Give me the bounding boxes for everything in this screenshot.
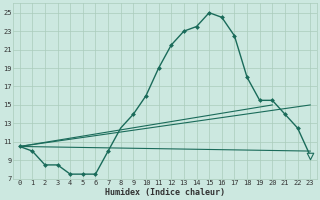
Point [68, 173, 73, 176]
Point [93, 173, 98, 176]
Point [295, 126, 300, 130]
Point [207, 11, 212, 14]
Point [55, 163, 60, 167]
Point [244, 76, 250, 79]
Point [219, 16, 224, 19]
Point [106, 149, 111, 153]
Point [169, 43, 174, 47]
Point [257, 99, 262, 102]
Point [17, 145, 22, 148]
Point [270, 99, 275, 102]
Point [181, 30, 187, 33]
Point [232, 34, 237, 37]
Point [308, 154, 313, 157]
X-axis label: Humidex (Indice chaleur): Humidex (Indice chaleur) [105, 188, 225, 197]
Point [156, 66, 161, 70]
Point [80, 173, 85, 176]
Point [194, 25, 199, 28]
Point [282, 113, 287, 116]
Point [143, 94, 148, 97]
Point [131, 113, 136, 116]
Point [42, 163, 47, 167]
Point [30, 149, 35, 153]
